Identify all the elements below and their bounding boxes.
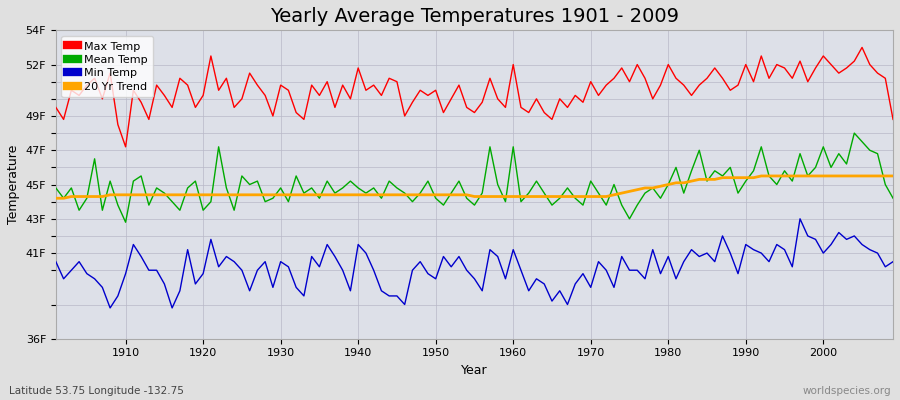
Text: worldspecies.org: worldspecies.org	[803, 386, 891, 396]
X-axis label: Year: Year	[461, 364, 488, 377]
Legend: Max Temp, Mean Temp, Min Temp, 20 Yr Trend: Max Temp, Mean Temp, Min Temp, 20 Yr Tre…	[61, 36, 153, 97]
Title: Yearly Average Temperatures 1901 - 2009: Yearly Average Temperatures 1901 - 2009	[270, 7, 679, 26]
Y-axis label: Temperature: Temperature	[7, 145, 20, 224]
Text: Latitude 53.75 Longitude -132.75: Latitude 53.75 Longitude -132.75	[9, 386, 184, 396]
